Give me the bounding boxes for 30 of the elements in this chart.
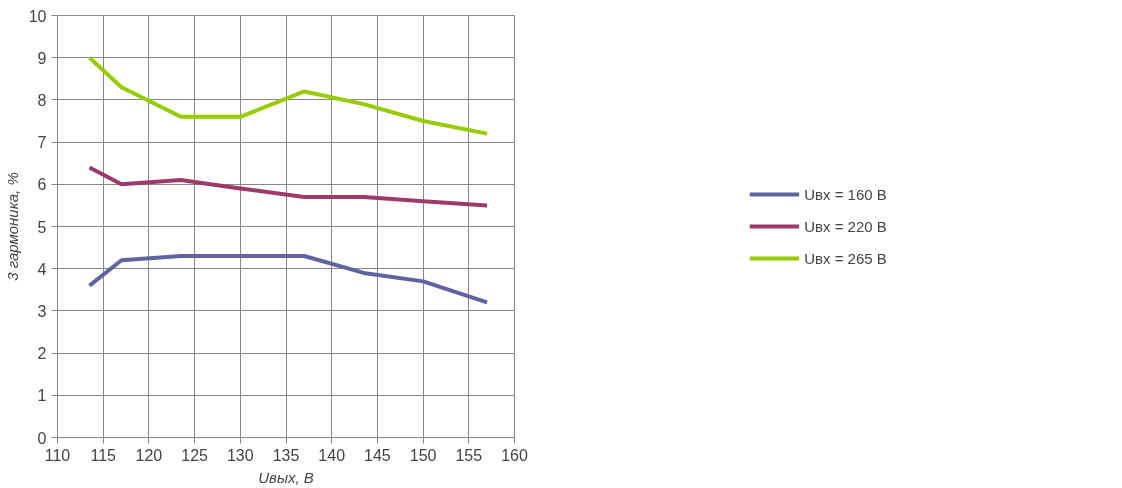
x-tick-label: 115 — [90, 446, 117, 464]
y-tick-label: 5 — [37, 218, 47, 236]
y-tick-label: 10 — [28, 7, 47, 25]
x-tick-label: 130 — [226, 446, 254, 464]
y-tick-label: 3 — [37, 302, 47, 320]
x-axis-title: Uвых, В — [258, 468, 314, 486]
x-tick-label: 155 — [455, 446, 483, 464]
legend-label: Uвх = 220 В — [804, 217, 887, 235]
y-tick-label: 4 — [37, 260, 47, 278]
line-series — [87, 254, 490, 305]
y-tick-label: 6 — [37, 176, 47, 194]
y-tick-label: 0 — [37, 429, 47, 447]
x-tick-label: 125 — [181, 446, 209, 464]
x-tick-label: 120 — [135, 446, 163, 464]
y-tick-label: 9 — [37, 49, 47, 67]
y-tick-label: 7 — [37, 134, 47, 152]
x-tick-label: 145 — [364, 446, 391, 464]
y-tick-label: 2 — [37, 345, 47, 363]
x-tick-label: 150 — [409, 446, 437, 464]
legend-label: Uвх = 160 В — [804, 185, 887, 203]
y-tick-label: 8 — [37, 91, 47, 109]
x-tick-label: 135 — [272, 446, 300, 464]
x-tick-label: 160 — [501, 446, 528, 464]
x-tick-label: 110 — [44, 446, 71, 464]
y-axis-title: 3 гармоника, % — [3, 172, 21, 281]
legend-label: Uвх = 265 В — [804, 249, 887, 267]
line-series — [87, 165, 490, 208]
line-series — [87, 55, 490, 136]
y-tick-label: 1 — [37, 387, 47, 405]
x-tick-label: 140 — [318, 446, 346, 464]
